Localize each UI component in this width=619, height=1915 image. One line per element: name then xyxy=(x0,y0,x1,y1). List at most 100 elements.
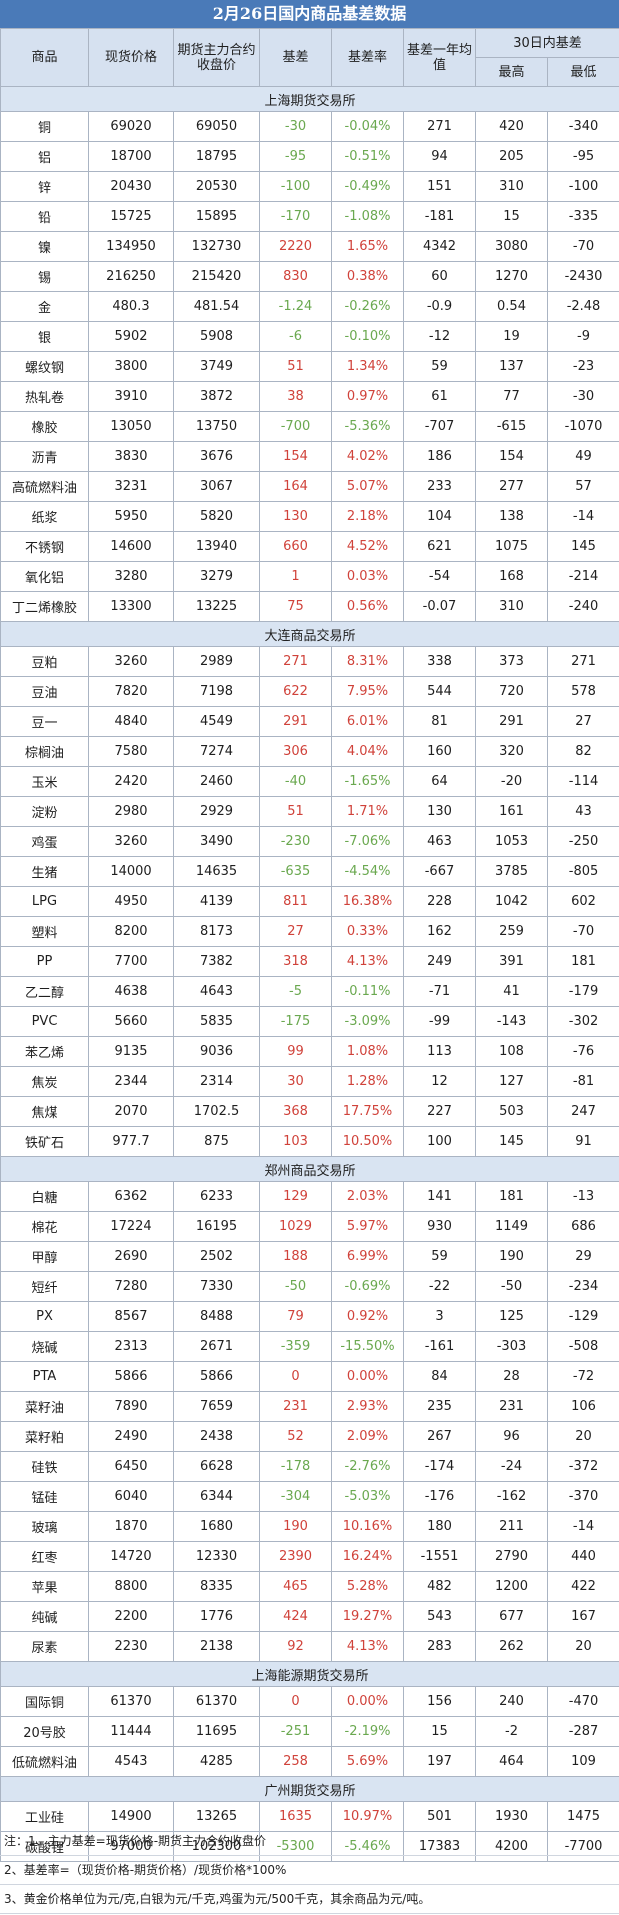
year-average: -12 xyxy=(403,321,476,352)
commodity-name: PVC xyxy=(0,1006,89,1037)
basis-rate: -1.08% xyxy=(331,201,404,232)
basis-value: 52 xyxy=(259,1421,332,1452)
futures-price: 7659 xyxy=(173,1391,260,1422)
header-spot: 现货价格 xyxy=(88,28,174,87)
basis-value: -6 xyxy=(259,321,332,352)
year-average: -71 xyxy=(403,976,476,1007)
max-30d: 161 xyxy=(475,796,548,827)
table-row: 纸浆 5950 5820 130 2.18% 104 138 -14 xyxy=(0,501,619,532)
basis-rate: 0.00% xyxy=(331,1361,404,1392)
basis-rate: -0.49% xyxy=(331,171,404,202)
futures-price: 875 xyxy=(173,1126,260,1157)
commodity-name: 红枣 xyxy=(0,1541,89,1572)
year-average: 180 xyxy=(403,1511,476,1542)
commodity-name: 焦煤 xyxy=(0,1096,89,1127)
commodity-name: 豆一 xyxy=(0,706,89,737)
max-30d: 96 xyxy=(475,1421,548,1452)
table-row: 菜籽粕 2490 2438 52 2.09% 267 96 20 xyxy=(0,1421,619,1452)
futures-price: 3490 xyxy=(173,826,260,857)
basis-rate: 17.75% xyxy=(331,1096,404,1127)
basis-value: -170 xyxy=(259,201,332,232)
section-row: 大连商品交易所 xyxy=(0,621,619,647)
commodity-name: 20号胶 xyxy=(0,1716,89,1747)
min-30d: -370 xyxy=(546,1481,619,1512)
basis-rate: -3.09% xyxy=(331,1006,404,1037)
header-rate: 基差率 xyxy=(331,28,404,87)
basis-rate: 2.18% xyxy=(331,501,404,532)
basis-rate: 4.02% xyxy=(331,441,404,472)
basis-rate: -5.36% xyxy=(331,411,404,442)
basis-value: -95 xyxy=(259,141,332,172)
futures-price: 13750 xyxy=(173,411,260,442)
commodity-name: 丁二烯橡胶 xyxy=(0,591,89,622)
commodity-name: 工业硅 xyxy=(0,1801,89,1832)
futures-price: 1680 xyxy=(173,1511,260,1542)
basis-value: 2220 xyxy=(259,231,332,262)
basis-value: -251 xyxy=(259,1716,332,1747)
basis-value: 92 xyxy=(259,1631,332,1662)
basis-value: 0 xyxy=(259,1686,332,1717)
table-row: 低硫燃料油 4543 4285 258 5.69% 197 464 109 xyxy=(0,1746,619,1777)
basis-rate: 1.28% xyxy=(331,1066,404,1097)
year-average: -1551 xyxy=(403,1541,476,1572)
futures-price: 15895 xyxy=(173,201,260,232)
basis-rate: 5.07% xyxy=(331,471,404,502)
year-average: 151 xyxy=(403,171,476,202)
basis-value: -5300 xyxy=(259,1831,332,1862)
commodity-name: 锡 xyxy=(0,261,89,292)
spot-price: 3830 xyxy=(88,441,174,472)
spot-price: 17224 xyxy=(88,1211,174,1242)
commodity-name: 铜 xyxy=(0,111,89,142)
futures-price: 69050 xyxy=(173,111,260,142)
min-30d: 27 xyxy=(546,706,619,737)
spot-price: 977.7 xyxy=(88,1126,174,1157)
table-row: 玉米 2420 2460 -40 -1.65% 64 -20 -114 xyxy=(0,766,619,797)
section-title: 大连商品交易所 xyxy=(0,621,619,647)
commodity-name: 金 xyxy=(0,291,89,322)
commodity-name: 鸡蛋 xyxy=(0,826,89,857)
spot-price: 3280 xyxy=(88,561,174,592)
min-30d: -1070 xyxy=(546,411,619,442)
max-30d: 720 xyxy=(475,676,548,707)
spot-price: 7280 xyxy=(88,1271,174,1302)
futures-price: 6344 xyxy=(173,1481,260,1512)
year-average: 156 xyxy=(403,1686,476,1717)
header-basis: 基差 xyxy=(259,28,332,87)
max-30d: 28 xyxy=(475,1361,548,1392)
spot-price: 5660 xyxy=(88,1006,174,1037)
table-row: 塑料 8200 8173 27 0.33% 162 259 -70 xyxy=(0,916,619,947)
year-average: 186 xyxy=(403,441,476,472)
spot-price: 97000 xyxy=(88,1831,174,1862)
min-30d: 686 xyxy=(546,1211,619,1242)
min-30d: 91 xyxy=(546,1126,619,1157)
basis-value: 1029 xyxy=(259,1211,332,1242)
basis-value: 99 xyxy=(259,1036,332,1067)
spot-price: 61370 xyxy=(88,1686,174,1717)
table-row: 甲醇 2690 2502 188 6.99% 59 190 29 xyxy=(0,1241,619,1272)
year-average: 543 xyxy=(403,1601,476,1632)
table-row: 橡胶 13050 13750 -700 -5.36% -707 -615 -1070 xyxy=(0,411,619,442)
table-row: 苯乙烯 9135 9036 99 1.08% 113 108 -76 xyxy=(0,1036,619,1067)
basis-rate: -0.51% xyxy=(331,141,404,172)
commodity-name: 碳酸锂 xyxy=(0,1831,89,1862)
spot-price: 6040 xyxy=(88,1481,174,1512)
year-average: 621 xyxy=(403,531,476,562)
basis-rate: 10.16% xyxy=(331,1511,404,1542)
futures-price: 3279 xyxy=(173,561,260,592)
max-30d: 154 xyxy=(475,441,548,472)
basis-value: -100 xyxy=(259,171,332,202)
min-30d: 57 xyxy=(546,471,619,502)
min-30d: -30 xyxy=(546,381,619,412)
basis-value: 1635 xyxy=(259,1801,332,1832)
year-average: 463 xyxy=(403,826,476,857)
max-30d: 1270 xyxy=(475,261,548,292)
commodity-name: 硅铁 xyxy=(0,1451,89,1482)
basis-rate: 19.27% xyxy=(331,1601,404,1632)
min-30d: -13 xyxy=(546,1181,619,1212)
spot-price: 15725 xyxy=(88,201,174,232)
min-30d: 422 xyxy=(546,1571,619,1602)
table-row: 锡 216250 215420 830 0.38% 60 1270 -2430 xyxy=(0,261,619,292)
spot-price: 18700 xyxy=(88,141,174,172)
min-30d: -76 xyxy=(546,1036,619,1067)
basis-rate: -0.10% xyxy=(331,321,404,352)
